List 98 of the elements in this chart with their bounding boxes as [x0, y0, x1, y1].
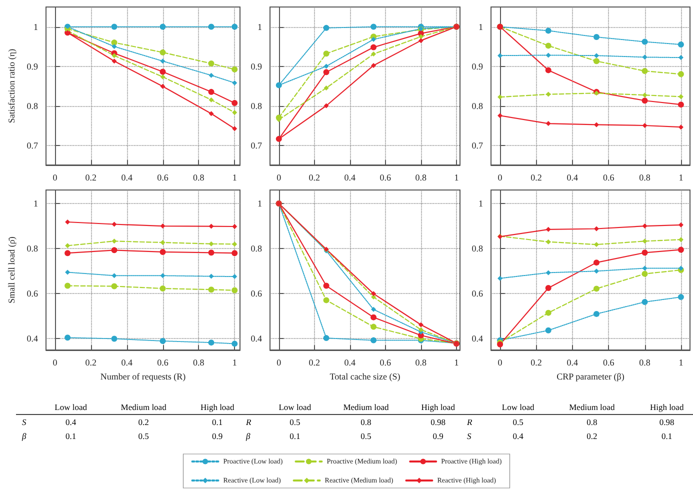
- text: 0.5: [137, 430, 150, 443]
- text: 0.5: [288, 416, 302, 429]
- x-tick-label: 0.2: [308, 358, 320, 368]
- x-tick-label: 0.6: [602, 358, 615, 368]
- x-tick-label: 0.2: [530, 358, 542, 368]
- y-tick-label: 0.8: [250, 100, 262, 111]
- y-tick-label: 0.4: [250, 334, 262, 344]
- text: 0.2: [586, 430, 598, 443]
- x-tick-label: 1: [454, 172, 459, 182]
- text: 0.4: [512, 430, 524, 443]
- y-tick-label: 1: [258, 22, 262, 32]
- text: 0.1: [660, 430, 674, 443]
- text: 0.98: [430, 417, 446, 427]
- x-tick-label: 0.4: [566, 358, 579, 368]
- text: 0.8: [360, 416, 372, 429]
- y-tick-label: 0.9: [26, 61, 38, 72]
- y-tick-label: 0.8: [250, 244, 262, 254]
- x-tick-label: 0: [52, 358, 58, 368]
- y-tick-label: 0.6: [472, 288, 484, 299]
- y-tick-label: 0.7: [250, 140, 262, 150]
- y-tick-label: 0.9: [472, 61, 484, 72]
- y-tick-label: 1: [258, 198, 262, 209]
- text: β: [20, 430, 28, 443]
- x-axis-title: Total cache size (S): [330, 372, 400, 382]
- x-tick-label: 1: [454, 358, 459, 368]
- text: Low load: [486, 400, 550, 414]
- y-tick-label: 0.4: [26, 334, 38, 344]
- text: High load: [406, 400, 470, 414]
- x-tick-label: 0.6: [380, 172, 392, 182]
- x-tick-label: 1: [678, 358, 684, 368]
- y-axis-title: Small cell load (ρ̄): [6, 236, 16, 304]
- text: S: [21, 416, 28, 429]
- x-tick-label: 0.6: [602, 172, 615, 182]
- y-tick-label: 1: [478, 198, 483, 209]
- text: 0.9: [432, 431, 444, 441]
- text: 0.1: [288, 430, 302, 443]
- x-tick-label: 0: [498, 358, 503, 368]
- x-tick-label: 0: [52, 172, 58, 182]
- text: R: [245, 416, 252, 429]
- y-tick-label: 0.7: [472, 140, 484, 150]
- x-tick-label: 0: [276, 358, 282, 368]
- text: High load: [184, 400, 250, 414]
- x-tick-label: 1: [678, 172, 684, 182]
- text: 0.5: [512, 416, 524, 429]
- x-tick-label: 0.6: [157, 358, 169, 368]
- text: 0.5: [360, 430, 372, 443]
- text: Medium load: [550, 400, 634, 414]
- text: 0.98: [658, 416, 676, 429]
- x-tick-label: 0.2: [85, 358, 97, 368]
- text: Low load: [264, 400, 326, 414]
- text: S: [466, 430, 472, 443]
- y-tick-label: 0.8: [26, 244, 38, 254]
- x-tick-label: 0.6: [157, 172, 169, 182]
- x-tick-label: 0.4: [344, 172, 356, 182]
- text: 0.1: [64, 430, 78, 443]
- x-tick-label: 0.2: [85, 172, 97, 182]
- text: 0.1: [212, 417, 223, 427]
- y-tick-label: 0.6: [26, 288, 38, 299]
- x-tick-label: 0.8: [415, 172, 428, 182]
- x-tick-label: 0.4: [121, 172, 133, 182]
- x-tick-label: 0.4: [566, 172, 579, 182]
- x-tick-label: 0: [276, 172, 282, 182]
- y-axis-title: Satisfaction ratio (η): [6, 48, 16, 124]
- text: Medium load: [102, 400, 185, 414]
- y-tick-label: 0.9: [250, 61, 262, 72]
- text: 0.9: [212, 431, 223, 441]
- x-axis-title: CRP parameter (β): [556, 372, 624, 382]
- y-tick-label: 1: [34, 198, 38, 209]
- x-tick-label: 0.8: [639, 358, 651, 368]
- y-tick-label: 0.8: [472, 244, 484, 254]
- y-tick-label: 0.8: [26, 100, 38, 111]
- text: 0.2: [137, 416, 150, 429]
- text: Low load: [39, 400, 102, 414]
- y-tick-label: 1: [34, 22, 38, 32]
- text: Medium load: [326, 400, 406, 414]
- text: β: [244, 430, 252, 443]
- text: R: [466, 416, 474, 429]
- x-tick-label: 0.8: [193, 172, 205, 182]
- y-tick-label: 0.6: [250, 288, 262, 299]
- x-tick-label: 0.6: [380, 358, 392, 368]
- x-tick-label: 0: [498, 172, 503, 182]
- x-tick-label: 0.8: [193, 358, 205, 368]
- x-tick-label: 0.4: [344, 358, 356, 368]
- y-tick-label: 1: [478, 22, 483, 32]
- x-tick-label: 0.2: [530, 172, 542, 182]
- y-tick-label: 0.4: [472, 334, 484, 344]
- text: 0.8: [586, 416, 598, 429]
- x-tick-label: 0.8: [415, 358, 428, 368]
- text: 0.4: [64, 416, 78, 429]
- x-tick-label: 0.2: [308, 172, 320, 182]
- text: High load: [634, 400, 693, 414]
- x-axis-title: Number of requests (R): [100, 372, 186, 382]
- x-tick-label: 1: [232, 172, 237, 182]
- x-tick-label: 0.8: [639, 172, 651, 182]
- x-tick-label: 1: [232, 358, 237, 368]
- x-tick-label: 0.4: [121, 358, 133, 368]
- y-tick-label: 0.8: [472, 100, 484, 111]
- y-tick-label: 0.7: [26, 140, 38, 150]
